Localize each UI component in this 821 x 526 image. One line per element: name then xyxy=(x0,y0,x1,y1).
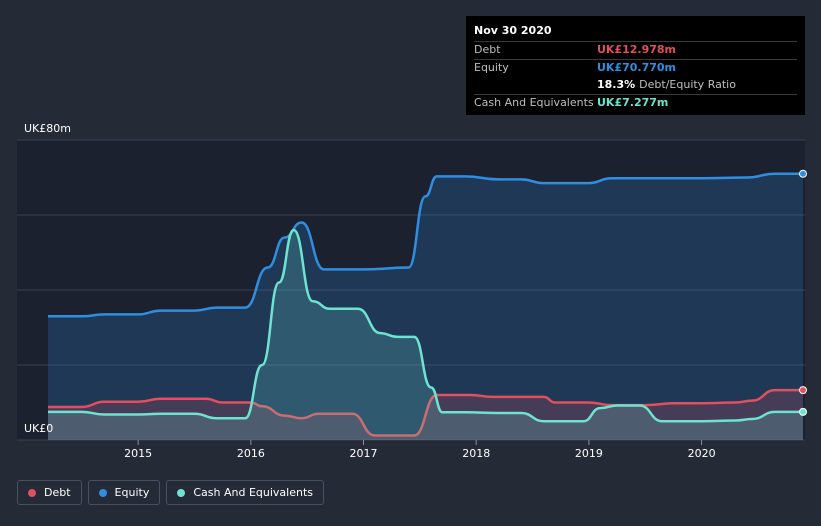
tooltip-equity-label: Equity xyxy=(474,61,509,74)
legend-item-equity[interactable]: Equity xyxy=(87,480,161,505)
legend-equity-label: Equity xyxy=(114,486,150,499)
tooltip-row-debt: Debt UK£12.978m xyxy=(474,41,797,59)
tooltip-ratio-label: Debt/Equity Ratio xyxy=(639,78,736,91)
y-axis-top-label: UK£80m xyxy=(24,122,71,135)
x-tick-label: 2016 xyxy=(237,447,265,460)
legend: Debt Equity Cash And Equivalents xyxy=(17,480,324,507)
tooltip-row-cash: Cash And Equivalents UK£7.277m xyxy=(474,94,797,112)
cash-dot-icon xyxy=(177,488,186,497)
x-tick-label: 2015 xyxy=(124,447,152,460)
debt-line xyxy=(47,388,803,437)
y-axis-bottom-label: UK£0 xyxy=(24,422,53,435)
cash-line xyxy=(48,228,803,423)
tooltip-equity-value: UK£70.770m xyxy=(597,61,677,74)
cash-area xyxy=(48,230,803,440)
tooltip-date: Nov 30 2020 xyxy=(474,24,552,37)
equity-line xyxy=(48,172,803,318)
tooltip-cash-value: UK£7.277m xyxy=(597,96,669,109)
cash-end-marker xyxy=(799,407,807,416)
tooltip-cash-label: Cash And Equivalents xyxy=(474,96,594,109)
tooltip-ratio-value: 18.3% xyxy=(597,78,636,91)
legend-item-cash[interactable]: Cash And Equivalents xyxy=(166,480,324,505)
tooltip-debt-value: UK£12.978m xyxy=(597,43,677,56)
tooltip-row-equity: Equity UK£70.770m xyxy=(474,59,797,77)
x-tick-label: 2020 xyxy=(688,447,716,460)
grid xyxy=(17,139,805,441)
legend-cash-label: Cash And Equivalents xyxy=(193,486,313,499)
debt-dot-icon xyxy=(28,488,36,497)
tooltip-ratio-spacer xyxy=(474,77,597,94)
x-tick-label: 2017 xyxy=(350,447,378,460)
debt-end-marker xyxy=(799,386,807,395)
x-tick-label: 2018 xyxy=(462,447,490,460)
equity-dot-icon xyxy=(98,488,107,497)
equity-area xyxy=(48,173,803,441)
equity-end-marker xyxy=(799,169,807,178)
end-markers xyxy=(799,169,807,416)
tooltip: Nov 30 2020 Debt UK£12.978m Equity UK£70… xyxy=(466,16,805,115)
legend-item-debt[interactable]: Debt xyxy=(17,480,82,505)
x-tick-label: 2019 xyxy=(575,447,603,460)
tooltip-row-ratio: 18.3% Debt/Equity Ratio xyxy=(474,77,797,94)
tooltip-debt-label: Debt xyxy=(474,43,501,56)
legend-debt-label: Debt xyxy=(44,486,71,499)
x-axis-ticks: 2015 2016 2017 2018 2019 2020 xyxy=(124,440,716,460)
series-layer xyxy=(47,172,803,441)
